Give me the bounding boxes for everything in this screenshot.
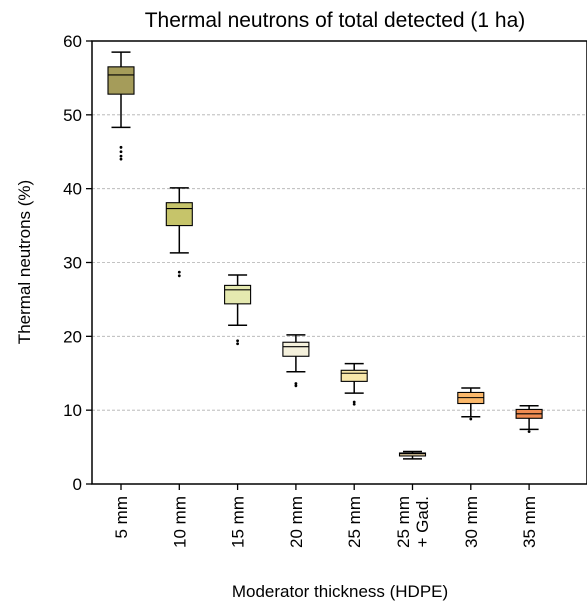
x-tick-label: 5 mm: [112, 496, 131, 539]
y-tick-label: 60: [63, 32, 82, 51]
x-tick-label: 30 mm: [462, 496, 481, 548]
outlier-point: [119, 154, 123, 158]
y-tick-label: 40: [63, 180, 82, 199]
grid-lines: [92, 114, 587, 411]
iqr-box: [398, 452, 427, 457]
outlier-point: [469, 417, 473, 421]
iqr-box: [224, 284, 252, 305]
box-5: [398, 450, 427, 460]
x-tick-label-line: 25 mm: [345, 496, 364, 548]
x-tick-label: 25 mm+ Gad.: [394, 496, 432, 548]
box-6: [457, 387, 485, 421]
y-tick-label: 50: [63, 106, 82, 125]
outlier-point: [294, 382, 298, 385]
box-0: [107, 51, 135, 161]
outlier-point: [527, 430, 531, 433]
outlier-point: [236, 342, 240, 346]
x-tick-label-line: 35 mm: [520, 496, 539, 548]
box-7: [515, 404, 543, 433]
outlier-point: [236, 339, 240, 343]
y-tick-label: 30: [63, 254, 82, 273]
outlier-point: [177, 274, 181, 278]
chart-title: Thermal neutrons of total detected (1 ha…: [145, 9, 526, 32]
x-tick-label-line: 15 mm: [229, 496, 248, 548]
x-tick-label-line: 10 mm: [170, 496, 189, 548]
x-tick-label-line: 30 mm: [462, 496, 481, 548]
x-tick-label-line: 25 mm: [394, 496, 413, 548]
iqr-box: [165, 202, 193, 227]
box-1: [165, 187, 193, 278]
x-tick-label: 25 mm: [345, 496, 364, 548]
box-3: [282, 334, 310, 388]
outlier-point: [294, 384, 298, 388]
box-2: [224, 274, 252, 346]
boxes: [107, 51, 543, 460]
x-tick-label-line: + Gad.: [413, 496, 432, 548]
outlier-point: [119, 157, 123, 161]
y-axis-label: Thermal neutrons (%): [15, 180, 34, 344]
iqr-box: [282, 341, 310, 357]
x-tick-label-line: 20 mm: [287, 496, 306, 548]
x-tick-label: 35 mm: [520, 496, 539, 548]
y-tick-label: 20: [63, 327, 82, 346]
iqr-box: [340, 369, 368, 382]
outlier-point: [177, 270, 181, 274]
x-tick-label: 10 mm: [170, 496, 189, 548]
outlier-point: [119, 150, 123, 154]
x-tick-label: 15 mm: [229, 496, 248, 548]
iqr-box: [107, 66, 135, 95]
x-tick-label-line: 5 mm: [112, 496, 131, 539]
y-tick-label: 0: [73, 475, 82, 494]
y-tick-label: 10: [63, 401, 82, 420]
outlier-point: [352, 402, 356, 406]
x-tick-label: 20 mm: [287, 496, 306, 548]
x-axis-label: Moderator thickness (HDPE): [232, 582, 448, 601]
outlier-point: [119, 145, 123, 149]
box-4: [340, 362, 368, 406]
outlier-point: [352, 400, 356, 404]
